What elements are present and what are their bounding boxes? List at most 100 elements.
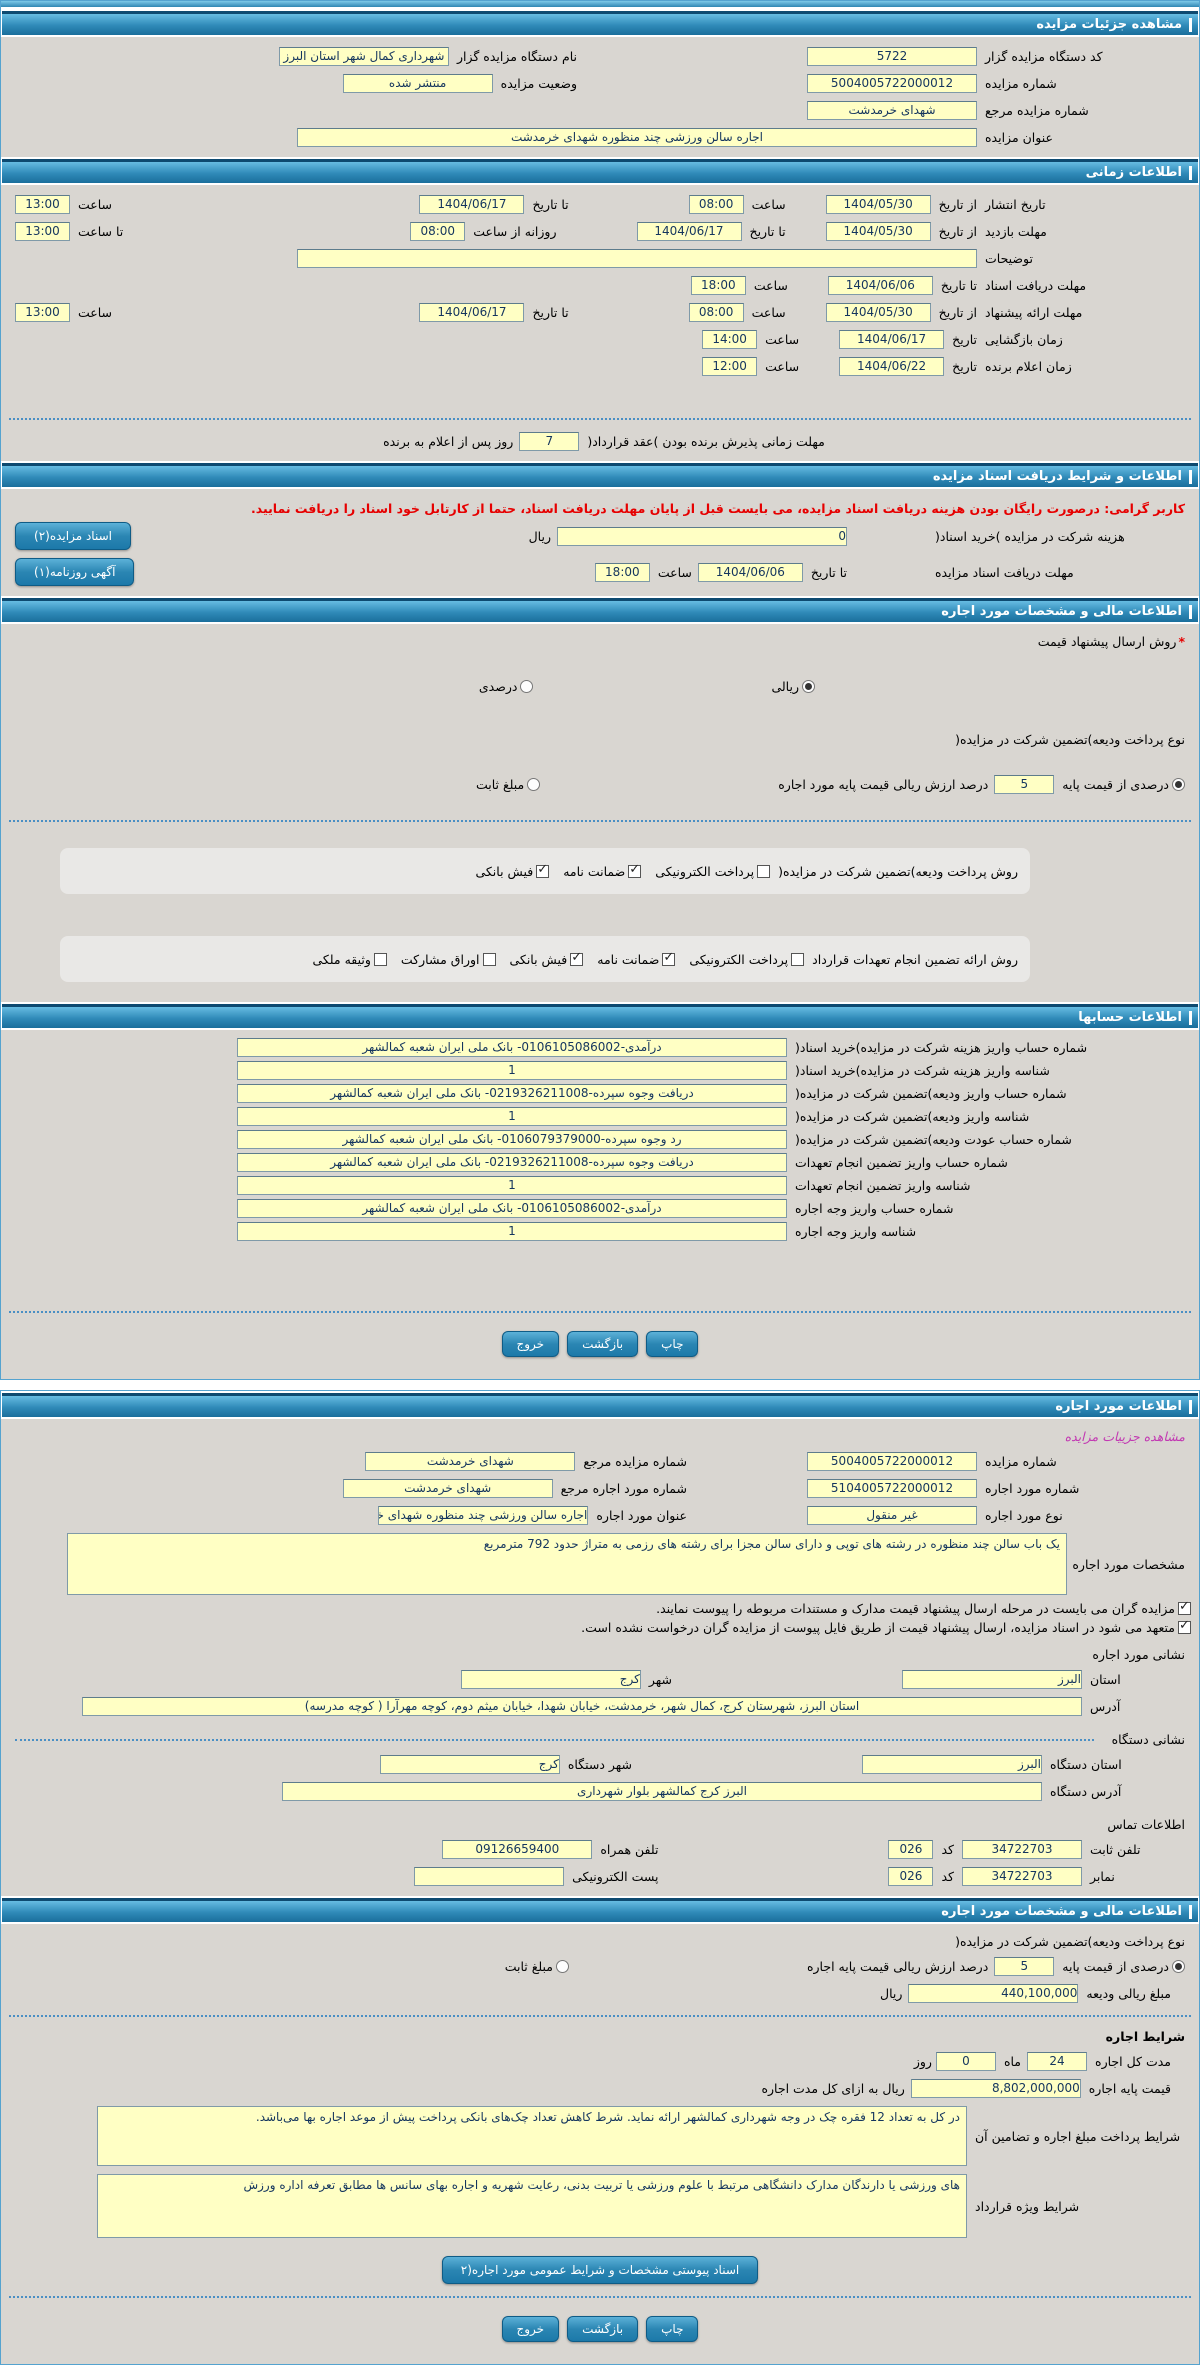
print-button[interactable]: چاپ xyxy=(646,2316,699,2342)
item-type-field[interactable]: غیر منقول xyxy=(807,1506,977,1525)
docs-deadline-time-field[interactable]: 18:00 xyxy=(690,276,746,295)
publish-to-date-field[interactable]: 1404/06/17 xyxy=(419,195,525,214)
lease-months-field[interactable]: 24 xyxy=(1027,2052,1088,2071)
phone-field[interactable]: 34722703 xyxy=(962,1840,1082,1859)
publish-from-time-field[interactable]: 08:00 xyxy=(688,195,744,214)
agency-code-field[interactable]: 5722 xyxy=(807,47,977,66)
docs-deadline-date-field[interactable]: 1404/06/06 xyxy=(697,562,803,582)
account-label: شماره حساب واریز تضمین انجام تعهدات xyxy=(795,1155,1008,1170)
fixed-amount-radio[interactable] xyxy=(555,1960,569,1973)
opening-time-label: زمان بازگشایی xyxy=(985,332,1063,347)
auction-subject-field[interactable]: اجاره سالن ورزشی چند منظوره شهدای خرمدشت xyxy=(297,128,977,147)
back-button[interactable]: بازگشت xyxy=(567,1331,639,1357)
offer-from-time-field[interactable]: 08:00 xyxy=(688,303,744,322)
fax-code-field[interactable]: 026 xyxy=(888,1867,934,1886)
rial-radio[interactable] xyxy=(802,680,815,693)
fax-field[interactable]: 34722703 xyxy=(962,1867,1082,1886)
print-button[interactable]: چاپ xyxy=(646,1331,699,1357)
percent-of-base-radio[interactable] xyxy=(1172,1960,1185,1973)
agency-name-field[interactable]: شهرداری کمال شهر استان البرز xyxy=(278,47,449,66)
perf-bank-receipt-checkbox[interactable] xyxy=(570,950,584,966)
back-button[interactable]: بازگشت xyxy=(567,2316,639,2342)
agency-province-field[interactable]: البرز xyxy=(862,1755,1042,1774)
fee-unit-label: ریال xyxy=(528,528,551,544)
guarantee-letter-checkbox[interactable] xyxy=(628,862,642,878)
offer-to-time-field[interactable]: 13:00 xyxy=(15,303,70,322)
phone-code-field[interactable]: 026 xyxy=(888,1840,934,1859)
base-price-field[interactable]: 8,802,000,000 xyxy=(910,2079,1081,2098)
visit-daily-from-field[interactable]: 08:00 xyxy=(410,222,466,241)
account-field[interactable]: درآمدی-0106105086002- بانک ملی ایران شعب… xyxy=(237,1038,787,1057)
fee-field[interactable]: 0 xyxy=(557,526,847,546)
newspaper-ad-button[interactable]: آگهی روزنامه(۱) xyxy=(15,558,135,586)
visit-to-date-field[interactable]: 1404/06/17 xyxy=(636,222,742,241)
percent-of-base-radio[interactable] xyxy=(1172,778,1185,791)
perf-collateral-checkbox[interactable] xyxy=(373,952,387,966)
payment-terms-textarea[interactable]: در کل به تعداد 12 فقره چک در وجه شهرداری… xyxy=(97,2106,967,2166)
publish-from-date-field[interactable]: 1404/05/30 xyxy=(825,195,931,214)
account-field[interactable]: دریافت وجوه سپرده-0219326211008- بانک مل… xyxy=(237,1084,787,1103)
item-number-field[interactable]: 5104005722000012 xyxy=(807,1479,977,1498)
account-field[interactable]: درآمدی-0106105086002- بانک ملی ایران شعب… xyxy=(237,1199,787,1218)
item-spec-textarea[interactable]: یک باب سالن چند منظوره در رشته های توپی … xyxy=(67,1533,1067,1595)
address-field[interactable]: استان البرز، شهرستان کرج، کمال شهر، خرمد… xyxy=(82,1697,1082,1716)
perf-guarantee-letter-checkbox[interactable] xyxy=(662,950,676,966)
perf-epay-checkbox[interactable] xyxy=(791,952,805,966)
epay-checkbox[interactable] xyxy=(757,864,771,878)
email-field[interactable] xyxy=(414,1867,565,1886)
account-field[interactable]: دریافت وجوه سپرده-0219326211008- بانک مل… xyxy=(237,1153,787,1172)
city-field[interactable]: کرج xyxy=(460,1670,641,1689)
lease-days-field[interactable]: 0 xyxy=(935,2052,996,2071)
note2-checkbox[interactable] xyxy=(1178,1618,1191,1634)
hour-label: ساعت xyxy=(657,564,692,580)
bank-receipt-checkbox[interactable] xyxy=(536,862,550,878)
docs-deadline-date-field[interactable]: 1404/06/06 xyxy=(827,276,933,295)
opening-date-field[interactable]: 1404/06/17 xyxy=(839,330,945,349)
account-field[interactable]: 1 xyxy=(237,1222,787,1241)
auction-subject-label: عنوان مزایده xyxy=(985,130,1053,145)
exit-button[interactable]: خروج xyxy=(501,1331,560,1357)
offer-to-date-field[interactable]: 1404/06/17 xyxy=(419,303,525,322)
view-auction-details-link[interactable]: مشاهده جزییات مزایده xyxy=(1064,1429,1185,1444)
special-terms-textarea[interactable]: های ورزشی یا دارندگان مدارک دانشگاهی مرت… xyxy=(97,2174,967,2238)
fixed-amount-radio[interactable] xyxy=(527,778,541,791)
publish-to-time-field[interactable]: 13:00 xyxy=(15,195,70,214)
account-field[interactable]: 1 xyxy=(237,1107,787,1126)
item-title-field[interactable]: اجاره سالن ورزشی چند منظوره شهدای خرمدشت xyxy=(378,1506,589,1525)
auction-number-field[interactable]: 5004005722000012 xyxy=(807,74,977,93)
auction-docs-button[interactable]: اسناد مزایده(۲) xyxy=(15,522,131,550)
winner-date-field[interactable]: 1404/06/22 xyxy=(839,357,945,376)
deposit-percent-field[interactable]: 5 xyxy=(994,1957,1055,1976)
offer-from-date-field[interactable]: 1404/05/30 xyxy=(825,303,931,322)
auction-number-field[interactable]: 5004005722000012 xyxy=(807,1452,977,1471)
docs-deadline-time-field[interactable]: 18:00 xyxy=(594,562,650,582)
percent-radio[interactable] xyxy=(520,680,534,693)
row-item-number: شماره مورد اجاره 5104005722000012 شماره … xyxy=(5,1475,1195,1502)
deposit-amount-field[interactable]: 440,100,000 xyxy=(908,1984,1079,2003)
note1-checkbox[interactable] xyxy=(1178,1599,1191,1615)
auction-status-field[interactable]: منتشر شده xyxy=(342,74,493,93)
province-field[interactable]: البرز xyxy=(902,1670,1082,1689)
attached-docs-button[interactable]: اسناد پیوستی مشخصات و شرایط عمومی مورد ا… xyxy=(441,2256,759,2284)
account-field[interactable]: رد وجوه سپرده-0106079379000- بانک ملی ای… xyxy=(237,1130,787,1149)
item-ref-field[interactable]: شهدای خرمدشت xyxy=(342,1479,553,1498)
account-field[interactable]: 1 xyxy=(237,1061,787,1080)
agency-city-field[interactable]: کرج xyxy=(379,1755,560,1774)
agency-address-field[interactable]: البرز کرج کمالشهر بلوار شهرداری xyxy=(282,1782,1042,1801)
visit-deadline-label: مهلت بازدید xyxy=(985,224,1047,239)
notes-field[interactable] xyxy=(297,249,977,268)
mobile-field[interactable]: 09126659400 xyxy=(442,1840,593,1859)
auction-ref-field[interactable]: شهدای خرمدشت xyxy=(365,1452,576,1471)
hour-label: ساعت xyxy=(765,359,800,374)
auction-ref-field[interactable]: شهدای خرمدشت xyxy=(807,101,977,120)
agency-code-label: کد دستگاه مزایده گزار xyxy=(985,49,1103,64)
accept-days-field[interactable]: 7 xyxy=(519,432,580,451)
perf-bonds-checkbox[interactable] xyxy=(482,952,496,966)
winner-time-field[interactable]: 12:00 xyxy=(702,357,758,376)
opening-time-field[interactable]: 14:00 xyxy=(702,330,758,349)
visit-from-date-field[interactable]: 1404/05/30 xyxy=(825,222,931,241)
account-field[interactable]: 1 xyxy=(237,1176,787,1195)
deposit-percent-field[interactable]: 5 xyxy=(994,775,1055,794)
exit-button[interactable]: خروج xyxy=(501,2316,560,2342)
visit-daily-to-field[interactable]: 13:00 xyxy=(15,222,70,241)
